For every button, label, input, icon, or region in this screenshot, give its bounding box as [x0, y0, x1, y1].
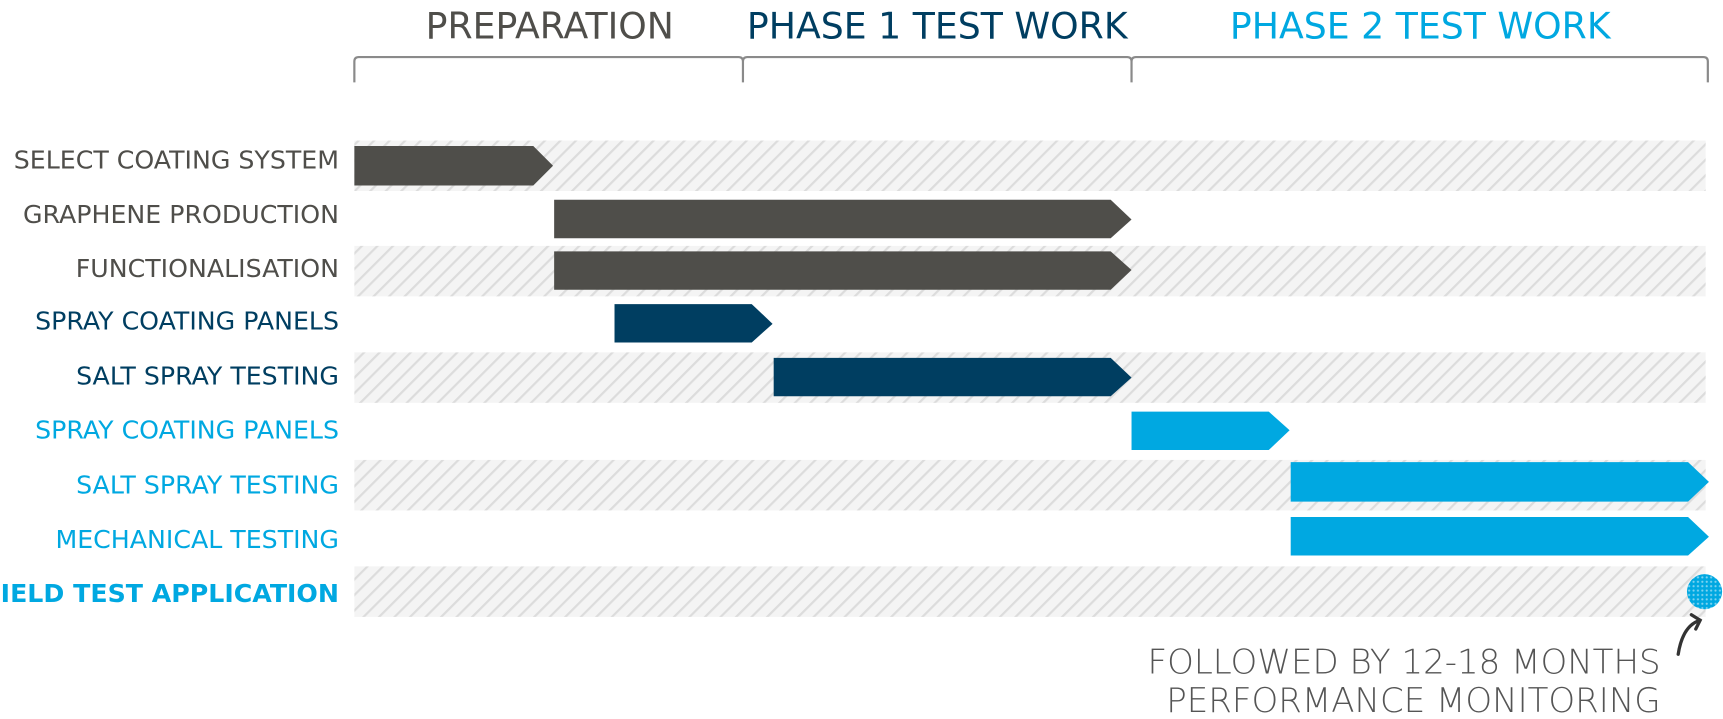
task-bar: [1290, 462, 1709, 502]
milestone: [1686, 574, 1723, 610]
row-band: [354, 140, 1706, 192]
task-bar: [354, 145, 554, 186]
task-bar: [614, 304, 773, 343]
phase-label: PREPARATION: [426, 5, 674, 48]
task-label: SPRAY COATING PANELS: [35, 307, 339, 336]
phase-label: PHASE 2 TEST WORK: [1230, 5, 1612, 48]
task-label: FUNCTIONALISATION: [76, 254, 339, 283]
task-bar: [1290, 517, 1709, 556]
phase-bracket: [353, 55, 1709, 83]
row-band: [354, 566, 1706, 617]
task-label: SALT SPRAY TESTING: [76, 362, 339, 391]
task-label: SPRAY COATING PANELS: [35, 415, 339, 444]
note-arrow: [1676, 613, 1703, 656]
task-label: MECHANICAL TESTING: [55, 525, 339, 554]
task-label: GRAPHENE PRODUCTION: [23, 200, 339, 229]
phase-label: PHASE 1 TEST WORK: [747, 5, 1129, 48]
task-bar: [554, 199, 1132, 239]
task-bar: [1131, 411, 1290, 451]
task-label: SALT SPRAY TESTING: [76, 470, 339, 499]
note-line: PERFORMANCE MONITORING: [1166, 681, 1660, 719]
task-bar: [554, 251, 1132, 290]
note-line: FOLLOWED BY 12-18 MONTHS: [1148, 643, 1661, 683]
task-label: FIELD TEST APPLICATION: [0, 579, 339, 608]
task-label: SELECT COATING SYSTEM: [14, 145, 339, 174]
task-bar: [773, 357, 1132, 397]
